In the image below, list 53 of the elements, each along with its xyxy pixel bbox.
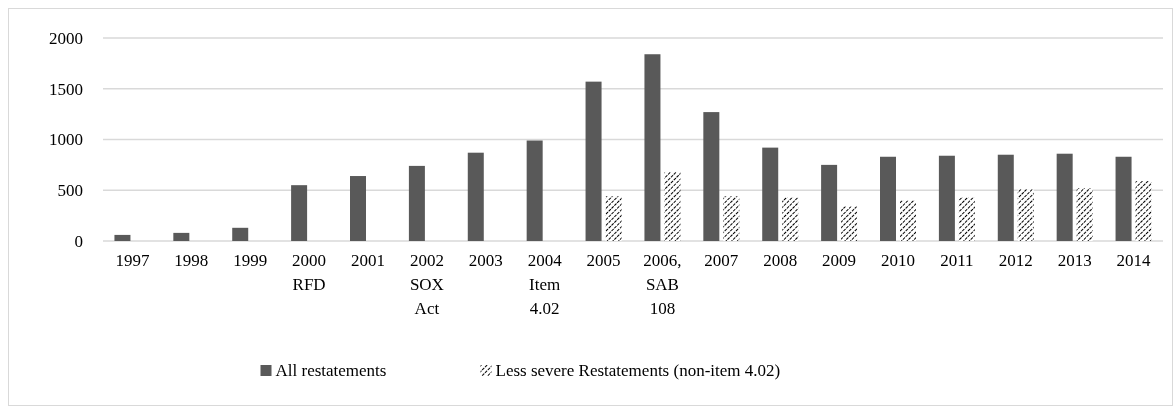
bar: [821, 164, 838, 241]
legend-label: All restatements: [275, 361, 387, 380]
y-tick-label: 1000: [49, 130, 83, 150]
x-tick-label: 2010: [881, 251, 915, 270]
bar: [114, 234, 131, 241]
x-tick-label: 2014: [1116, 251, 1152, 270]
bar: [173, 232, 190, 241]
x-tick-label: 2011: [940, 251, 974, 270]
bar: [232, 227, 249, 241]
bar: [938, 155, 955, 241]
bar: [703, 112, 720, 241]
bar: [605, 196, 622, 241]
bar: [644, 54, 661, 241]
bar: [1135, 181, 1152, 241]
legend-label: Less severe Restatements (non-item 4.02): [495, 361, 781, 380]
x-tick-label: 2006, SAB 108: [643, 251, 682, 318]
x-tick-label: 2012: [998, 251, 1033, 270]
x-tick-label: 2003: [468, 251, 503, 270]
bar: [723, 196, 740, 241]
y-tick-label: 2000: [49, 28, 83, 48]
bar: [958, 197, 975, 241]
bar: [900, 200, 916, 241]
y-tick-label: 500: [57, 181, 83, 201]
x-tick-label: 2013: [1057, 251, 1092, 270]
bar: [997, 154, 1014, 241]
x-tick-label: 2009: [822, 251, 857, 270]
x-tick-label: 1997: [115, 251, 150, 270]
bar: [526, 140, 543, 241]
bar: [762, 147, 779, 241]
bar: [880, 156, 896, 241]
x-tick-label: 2008: [763, 251, 798, 270]
bar: [408, 165, 425, 241]
bar: [467, 152, 484, 241]
bar: [1076, 188, 1093, 241]
y-tick-label: 0: [74, 231, 83, 251]
x-tick-label: 2000 RFD: [292, 251, 327, 294]
bar: [782, 197, 799, 241]
x-tick-label: 2004 Item 4.02: [527, 251, 563, 318]
x-tick-label: 1999: [233, 251, 268, 270]
y-tick-label: 1500: [49, 79, 83, 99]
x-tick-label: 2005: [586, 251, 621, 270]
bar: [1017, 189, 1034, 241]
bar: [350, 176, 366, 241]
x-tick-label: 2007: [704, 251, 739, 270]
bar: [291, 185, 308, 241]
bar: [664, 171, 681, 241]
bar: [841, 206, 858, 241]
x-tick-label: 1998: [174, 251, 209, 270]
bar: [585, 81, 602, 241]
bar: [1115, 156, 1132, 241]
x-tick-label: 2001: [351, 251, 385, 270]
x-tick-label: 2002 SOX Act: [409, 251, 444, 318]
bar: [1056, 153, 1073, 241]
